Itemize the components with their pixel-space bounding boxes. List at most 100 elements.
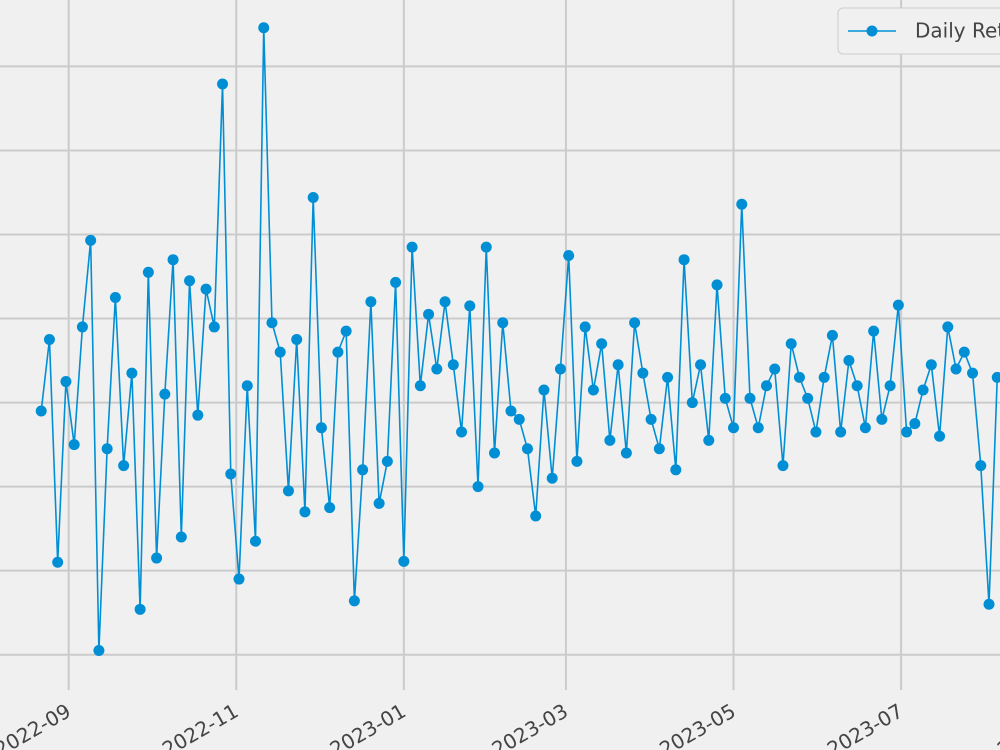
data-point xyxy=(142,266,154,278)
data-point xyxy=(876,413,888,425)
data-point xyxy=(258,22,270,34)
data-point xyxy=(579,321,591,333)
data-point xyxy=(810,426,822,438)
data-point xyxy=(225,468,237,480)
data-point xyxy=(414,380,426,392)
data-point xyxy=(934,430,946,442)
data-point xyxy=(274,346,286,358)
data-point xyxy=(43,334,55,346)
data-point xyxy=(505,405,517,417)
data-point xyxy=(843,355,855,367)
data-point xyxy=(159,388,171,400)
data-point xyxy=(975,460,987,472)
data-point xyxy=(241,380,253,392)
data-point xyxy=(431,363,443,375)
data-point xyxy=(200,283,212,295)
data-point xyxy=(744,392,756,404)
data-point xyxy=(249,535,261,547)
data-point xyxy=(480,241,492,253)
data-point xyxy=(282,485,294,497)
data-point xyxy=(357,464,369,476)
data-point xyxy=(497,317,509,329)
data-point xyxy=(151,552,163,564)
data-point xyxy=(406,241,418,253)
data-point xyxy=(769,363,781,375)
data-point xyxy=(695,359,707,371)
data-point xyxy=(901,426,913,438)
data-point xyxy=(489,447,501,459)
data-point xyxy=(859,422,871,434)
data-point xyxy=(60,376,72,388)
data-point xyxy=(118,460,130,472)
data-point xyxy=(373,497,385,509)
data-point xyxy=(390,276,402,288)
data-point xyxy=(217,78,229,90)
data-point xyxy=(670,464,682,476)
data-point xyxy=(101,443,113,455)
data-point xyxy=(184,275,196,287)
data-point xyxy=(472,481,484,493)
data-point xyxy=(126,367,138,379)
data-point xyxy=(777,460,789,472)
data-point xyxy=(208,321,220,333)
data-point xyxy=(563,249,575,261)
data-point xyxy=(596,338,608,350)
data-point xyxy=(884,380,896,392)
data-point xyxy=(324,502,336,514)
data-point xyxy=(546,472,558,484)
data-point xyxy=(554,363,566,375)
data-point xyxy=(464,300,476,312)
data-point xyxy=(192,409,204,421)
data-point xyxy=(678,254,690,266)
data-point xyxy=(340,325,352,337)
data-point xyxy=(686,397,698,409)
data-point xyxy=(521,443,533,455)
data-point xyxy=(942,321,954,333)
data-point xyxy=(662,371,674,383)
data-point xyxy=(802,392,814,404)
data-point xyxy=(587,384,599,396)
data-point xyxy=(604,434,616,446)
data-point xyxy=(571,455,583,467)
data-point xyxy=(365,296,377,308)
data-point xyxy=(892,299,904,311)
data-point xyxy=(818,371,830,383)
legend-marker xyxy=(866,25,878,37)
data-point xyxy=(637,367,649,379)
data-point xyxy=(93,644,105,656)
data-point xyxy=(423,308,435,320)
data-point xyxy=(736,198,748,210)
data-point xyxy=(967,367,979,379)
data-point xyxy=(447,359,459,371)
data-point xyxy=(793,371,805,383)
data-point xyxy=(826,329,838,341)
data-point xyxy=(538,384,550,396)
data-point xyxy=(620,447,632,459)
data-point xyxy=(851,380,863,392)
data-point xyxy=(629,317,641,329)
data-point xyxy=(950,363,962,375)
legend-label: Daily Returns xyxy=(915,19,1000,43)
data-point xyxy=(299,506,311,518)
data-point xyxy=(868,325,880,337)
data-point xyxy=(719,392,731,404)
legend-box xyxy=(837,7,1000,55)
data-point xyxy=(513,413,525,425)
data-point xyxy=(991,371,1000,383)
data-point xyxy=(76,321,88,333)
data-point xyxy=(612,359,624,371)
data-point xyxy=(85,234,97,246)
data-point xyxy=(983,598,995,610)
data-point xyxy=(835,426,847,438)
data-point xyxy=(266,317,278,329)
data-point xyxy=(307,192,319,204)
data-point xyxy=(752,422,764,434)
data-point xyxy=(653,443,665,455)
data-point xyxy=(109,292,121,304)
data-point xyxy=(52,556,64,568)
data-point xyxy=(703,434,715,446)
data-point xyxy=(291,334,303,346)
data-point xyxy=(925,359,937,371)
